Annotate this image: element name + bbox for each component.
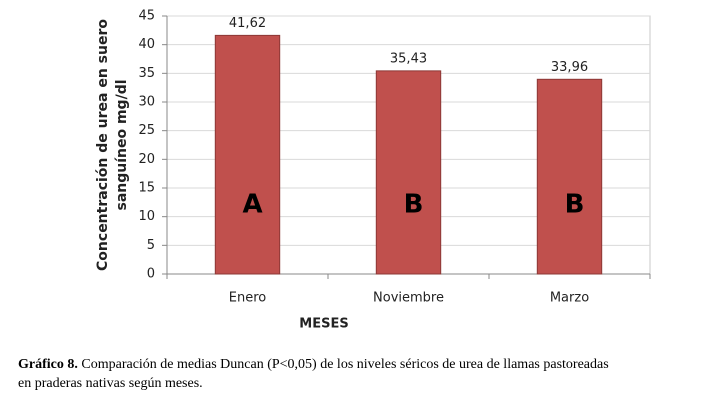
x-tick-label: Enero	[229, 291, 267, 306]
y-tick-label: 35	[138, 66, 155, 81]
y-tick-label: 40	[138, 37, 155, 52]
caption-text: Comparación de medias Duncan (P<0,05) de…	[77, 357, 609, 372]
data-label: 41,62	[229, 16, 266, 31]
y-axis-label: Concentración de urea en suero	[95, 19, 111, 271]
y-tick-label: 10	[138, 209, 155, 224]
data-label: 35,43	[390, 51, 427, 66]
data-label: 33,96	[551, 60, 588, 75]
y-tick-label: 0	[147, 267, 155, 282]
x-tick-label: Marzo	[550, 291, 589, 306]
y-tick-label: 20	[138, 152, 155, 167]
y-tick-label: 45	[138, 9, 155, 24]
bar	[375, 70, 442, 275]
x-tick-label: Noviembre	[373, 291, 444, 306]
caption-label: Gráfico 8.	[18, 357, 78, 372]
bar	[536, 78, 603, 275]
bar-annotation: B	[404, 190, 424, 220]
bar-annotation: B	[565, 190, 585, 220]
bar-annotation: A	[242, 190, 262, 220]
y-axis-label: sanguíneo mg/dl	[114, 79, 130, 210]
bar	[214, 34, 281, 275]
caption-line: Gráfico 8. Comparación de medias Duncan …	[18, 355, 609, 374]
y-tick-label: 25	[138, 123, 155, 138]
y-tick-label: 15	[138, 181, 155, 196]
y-tick-label: 5	[147, 238, 155, 253]
chart: MESES Concentración de urea en suero san…	[95, 9, 651, 332]
caption-line: en praderas nativas según meses.	[18, 376, 203, 391]
x-axis-label: MESES	[299, 317, 348, 332]
y-tick-label: 30	[138, 95, 155, 110]
caption: Gráfico 8. Comparación de medias Duncan …	[18, 355, 609, 393]
